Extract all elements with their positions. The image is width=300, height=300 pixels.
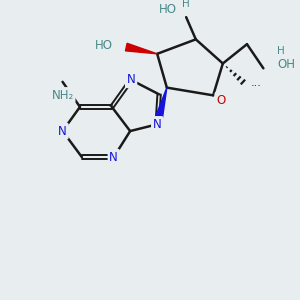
Text: NH₂: NH₂ [52,89,74,102]
Text: N: N [110,151,118,164]
Text: H: H [182,0,190,9]
Text: HO: HO [158,3,176,16]
Polygon shape [125,43,157,54]
Text: H: H [277,46,285,56]
Text: O: O [216,94,226,107]
Text: N: N [127,74,136,86]
Text: N: N [58,124,67,138]
Polygon shape [153,88,167,125]
Text: ···: ··· [251,81,262,91]
Text: N: N [153,118,162,131]
Text: HO: HO [95,39,113,52]
Text: OH: OH [277,58,295,71]
